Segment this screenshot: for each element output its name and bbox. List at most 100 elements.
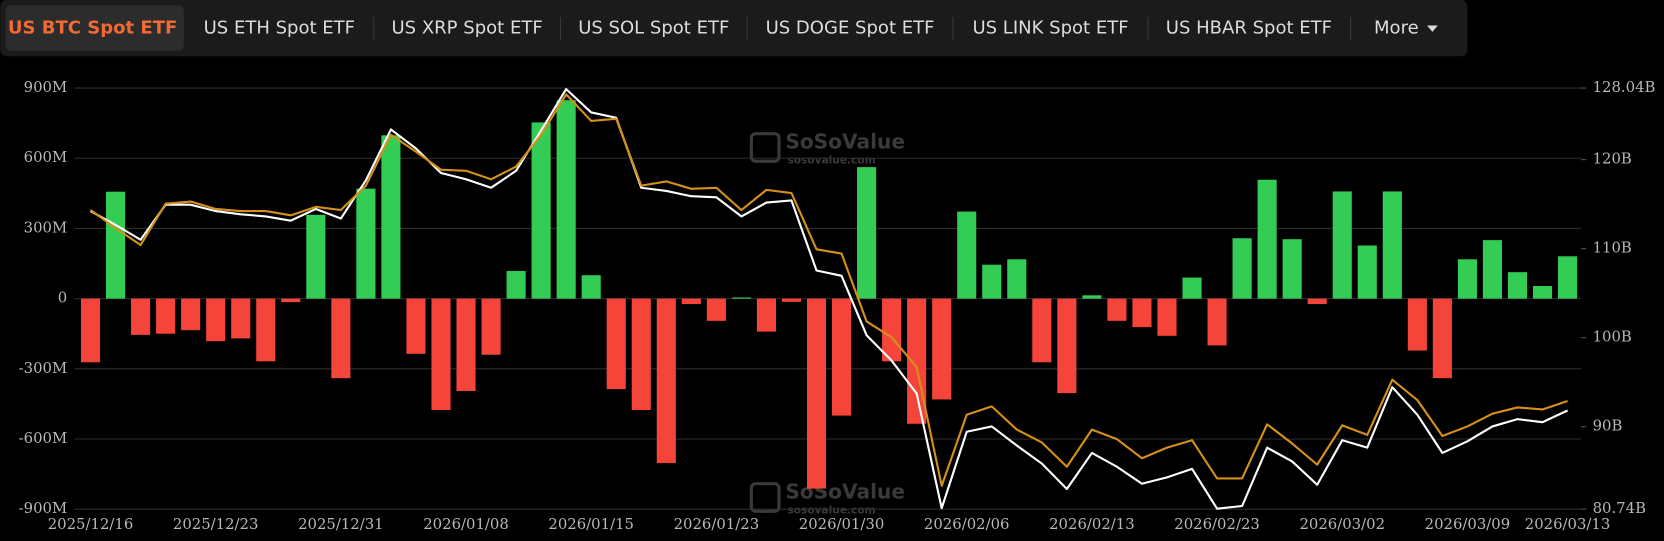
x-tick-label: 2025/12/23 bbox=[173, 515, 259, 533]
tab[interactable]: US ETH Spot ETF bbox=[204, 18, 355, 39]
watermark-url: sosovalue.com bbox=[787, 504, 875, 516]
bar bbox=[281, 298, 301, 303]
bar bbox=[1282, 239, 1302, 299]
bar bbox=[656, 298, 676, 464]
tab-label[interactable]: US HBAR Spot ETF bbox=[1166, 18, 1332, 39]
x-tick-label: 2026/03/09 bbox=[1425, 515, 1511, 533]
tab[interactable]: US HBAR Spot ETF bbox=[1166, 18, 1332, 39]
bar bbox=[131, 298, 151, 335]
y-tick-label: 600M bbox=[24, 148, 68, 166]
more-label[interactable]: More bbox=[1374, 18, 1419, 39]
bar bbox=[181, 298, 201, 331]
tab-label[interactable]: US SOL Spot ETF bbox=[578, 18, 729, 39]
y2-tick-label: 120B bbox=[1593, 150, 1632, 168]
x-tick-label: 2026/01/30 bbox=[799, 515, 885, 533]
bar bbox=[1082, 295, 1102, 299]
bar bbox=[932, 298, 952, 400]
bar bbox=[1382, 191, 1402, 299]
bar bbox=[1332, 191, 1352, 299]
y-tick-label: 900M bbox=[24, 78, 68, 96]
bar bbox=[1532, 285, 1553, 299]
bar bbox=[481, 298, 501, 355]
y-tick-label: 300M bbox=[24, 218, 68, 236]
tab-label[interactable]: US BTC Spot ETF bbox=[8, 18, 177, 39]
bar bbox=[731, 297, 751, 299]
watermark: SoSoValue bbox=[785, 480, 905, 504]
more-tab[interactable]: More bbox=[1374, 18, 1438, 39]
y2-tick-label: 128.04B bbox=[1593, 78, 1656, 96]
bar bbox=[406, 298, 426, 354]
y2-tick-label: 100B bbox=[1593, 328, 1632, 346]
tab-label[interactable]: US XRP Spot ETF bbox=[391, 18, 542, 39]
bar bbox=[1207, 298, 1227, 346]
tab[interactable]: US DOGE Spot ETF bbox=[766, 18, 935, 39]
y2-tick-label: 110B bbox=[1593, 239, 1632, 257]
bar bbox=[1307, 298, 1327, 304]
tab-active-bg[interactable] bbox=[5, 5, 184, 51]
bar bbox=[1407, 298, 1427, 351]
bar bbox=[706, 298, 726, 321]
bar bbox=[982, 264, 1002, 299]
x-tick-label: 2026/02/13 bbox=[1049, 515, 1135, 533]
bar bbox=[1432, 298, 1452, 379]
x-tick-label: 2026/01/15 bbox=[548, 515, 634, 533]
bar bbox=[531, 122, 551, 299]
bar bbox=[306, 214, 326, 299]
watermark-url: sosovalue.com bbox=[787, 154, 875, 166]
bar bbox=[206, 298, 226, 342]
bar bbox=[1132, 298, 1152, 328]
bar bbox=[1032, 298, 1052, 363]
bar bbox=[907, 298, 927, 424]
watermarks: SoSoValuesosovalue.comSoSoValuesosovalue… bbox=[749, 130, 905, 516]
bar bbox=[356, 188, 376, 299]
tab-bar bbox=[0, 0, 1468, 57]
bar bbox=[1257, 179, 1277, 299]
bar bbox=[606, 298, 626, 390]
bar bbox=[1157, 298, 1177, 336]
bar bbox=[806, 298, 827, 489]
tab-label[interactable]: US LINK Spot ETF bbox=[972, 18, 1128, 39]
tab[interactable]: US XRP Spot ETF bbox=[391, 18, 542, 39]
bar bbox=[156, 298, 176, 334]
bar bbox=[506, 271, 526, 299]
y2-tick-label: 90B bbox=[1593, 417, 1623, 435]
tab[interactable]: US BTC Spot ETF bbox=[5, 5, 184, 51]
bar bbox=[1232, 238, 1252, 299]
y-tick-label: -600M bbox=[19, 429, 68, 447]
y-tick-label: -300M bbox=[19, 359, 68, 377]
watermark-logo bbox=[749, 132, 781, 163]
tab-label[interactable]: US DOGE Spot ETF bbox=[766, 18, 935, 39]
bar bbox=[105, 191, 126, 299]
bar bbox=[882, 298, 902, 362]
watermark-logo bbox=[749, 482, 781, 513]
caret[interactable] bbox=[1427, 25, 1438, 32]
bar bbox=[1057, 298, 1077, 394]
bar bbox=[857, 167, 877, 299]
bar bbox=[1182, 277, 1202, 299]
tab-label[interactable]: US ETH Spot ETF bbox=[204, 18, 355, 39]
bar bbox=[832, 298, 852, 416]
bar bbox=[631, 298, 651, 410]
tab[interactable]: US LINK Spot ETF bbox=[972, 18, 1128, 39]
bar bbox=[80, 298, 101, 363]
bar bbox=[256, 298, 276, 362]
bar bbox=[1007, 259, 1027, 299]
line bbox=[89, 88, 1568, 510]
tabs: US BTC Spot ETF US ETH Spot ETF US XRP Spo… bbox=[5, 5, 1438, 51]
bar bbox=[1558, 256, 1578, 299]
tab[interactable]: US SOL Spot ETF bbox=[578, 18, 729, 39]
x-tick-label: 2026/01/23 bbox=[674, 515, 760, 533]
x-tick-label: 2026/01/08 bbox=[423, 515, 509, 533]
bar bbox=[556, 100, 576, 299]
x-tick-label: 2026/02/06 bbox=[924, 515, 1010, 533]
x-tick-label: 2025/12/16 bbox=[48, 515, 134, 533]
bar bbox=[581, 275, 601, 299]
plot: -900M -600M -300M 0 300M 600M 900M 80.74B 90B 100… bbox=[19, 78, 1656, 533]
bar bbox=[957, 211, 977, 299]
bar bbox=[331, 298, 351, 379]
bar bbox=[456, 298, 476, 392]
watermark: SoSoValue bbox=[785, 130, 905, 154]
bar bbox=[781, 298, 802, 302]
